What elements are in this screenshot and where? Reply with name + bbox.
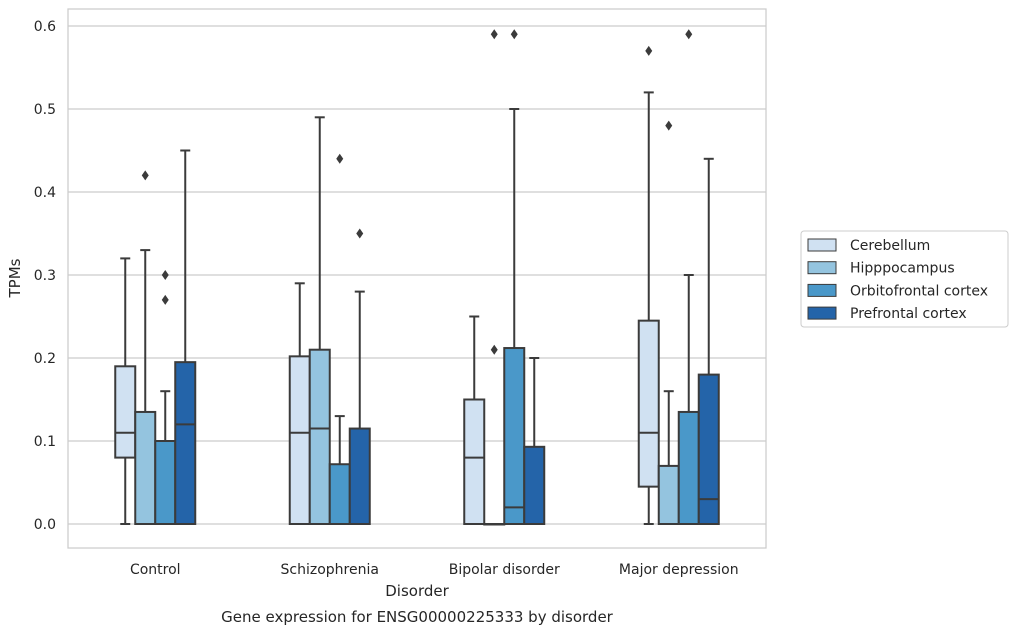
- box-cerebellum: [114, 257, 137, 525]
- box-body: [288, 355, 311, 525]
- box-cerebellum: [637, 45, 660, 525]
- box-body: [523, 445, 546, 525]
- box-cerebellum: [288, 282, 311, 525]
- legend-frame: [800, 230, 1009, 328]
- outlier-marker: [645, 45, 653, 56]
- box-body: [637, 319, 660, 488]
- box-body: [134, 410, 157, 526]
- legend-label-prefrontal-cortex: Prefrontal cortex: [850, 306, 967, 322]
- box-orbitofrontal-cortex: [154, 270, 177, 525]
- box-prefrontal-cortex: [523, 357, 546, 525]
- box-body: [154, 440, 177, 525]
- y-tick-label: 0.1: [34, 434, 56, 450]
- y-tick-label: 0.0: [34, 517, 56, 533]
- x-tick-label: Control: [130, 562, 181, 578]
- box-prefrontal-cortex: [348, 228, 371, 525]
- outlier-marker: [141, 170, 149, 181]
- legend-swatch-orbitofrontal-cortex: [807, 283, 837, 297]
- y-tick-label: 0.2: [34, 351, 56, 367]
- y-tick-label: 0.4: [34, 185, 56, 201]
- box-body: [348, 427, 371, 525]
- box-body: [697, 373, 720, 525]
- legend: Cerebellum Hipppocampus Orbitofrontal cort…: [800, 230, 1009, 328]
- legend-label-hipppocampus: Hipppocampus: [850, 261, 955, 277]
- box-body: [463, 398, 486, 525]
- legend-swatch-hipppocampus: [807, 261, 837, 275]
- outlier-marker: [685, 29, 693, 40]
- x-axis-title: Disorder: [385, 582, 449, 600]
- y-tick-label: 0.3: [34, 268, 56, 284]
- outlier-marker: [490, 29, 498, 40]
- legend-label-cerebellum: Cerebellum: [850, 238, 930, 254]
- box-body: [503, 347, 526, 526]
- box-layer: [114, 29, 720, 526]
- x-tick-label: Major depression: [619, 562, 739, 578]
- box-body: [677, 410, 700, 526]
- box-orbitofrontal-cortex: [677, 29, 700, 526]
- box-orbitofrontal-cortex: [328, 153, 351, 525]
- outlier-marker: [336, 153, 344, 164]
- box-hipppocampus: [657, 120, 680, 525]
- box-body: [657, 464, 680, 525]
- box-prefrontal-cortex: [174, 149, 197, 525]
- box-cerebellum: [463, 315, 486, 525]
- box-body: [114, 365, 137, 459]
- box-body: [308, 348, 331, 526]
- x-tick-label: Schizophrenia: [281, 562, 379, 578]
- box-hipppocampus: [483, 29, 506, 526]
- x-tick-labels: Control Schizophrenia Bipolar disorder Majo…: [130, 562, 739, 578]
- y-tick-labels: 0.0 0.1 0.2 0.3 0.4 0.5 0.6: [34, 19, 56, 533]
- outlier-marker: [490, 344, 498, 355]
- box-hipppocampus: [134, 170, 157, 526]
- box-prefrontal-cortex: [697, 157, 720, 525]
- y-axis-title: TPMs: [6, 258, 24, 298]
- outlier-marker: [161, 294, 169, 305]
- chart-caption: Gene expression for ENSG00000225333 by d…: [221, 608, 614, 626]
- outlier-marker: [161, 270, 169, 280]
- legend-label-orbitofrontal-cortex: Orbitofrontal cortex: [850, 283, 988, 299]
- outlier-marker: [356, 228, 364, 239]
- legend-swatch-prefrontal-cortex: [807, 306, 837, 320]
- plot-area-frame: [67, 8, 767, 549]
- y-tick-label: 0.5: [34, 102, 56, 118]
- outlier-marker: [510, 29, 518, 40]
- y-tick-label: 0.6: [34, 19, 56, 35]
- box-body: [328, 463, 351, 525]
- box-body: [174, 361, 197, 525]
- outlier-marker: [665, 120, 673, 131]
- x-tick-label: Bipolar disorder: [449, 562, 560, 578]
- box-hipppocampus: [308, 116, 331, 526]
- legend-swatch-cerebellum: [807, 238, 837, 252]
- box-orbitofrontal-cortex: [503, 29, 526, 526]
